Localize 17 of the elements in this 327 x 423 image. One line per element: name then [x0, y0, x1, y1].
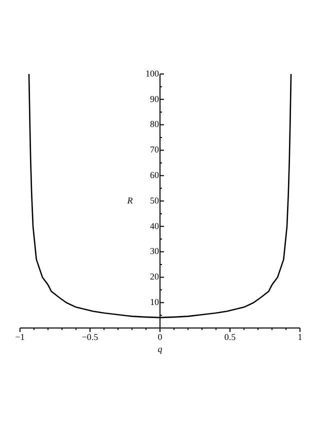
y-tick-label: 70: [150, 144, 160, 155]
x-tick-label: −1: [15, 332, 25, 342]
y-tick-label: 100: [146, 68, 160, 78]
y-tick-label: 30: [150, 246, 160, 256]
x-tick-label: 1: [298, 332, 302, 342]
y-tick-label: 40: [150, 220, 160, 231]
y-axis-title: R: [126, 195, 134, 206]
x-tick-label: −0.5: [82, 332, 99, 342]
y-tick-label: 60: [150, 170, 160, 180]
y-tick-label: 50: [150, 195, 160, 206]
y-tick-label: 80: [150, 119, 160, 130]
x-axis-title: q: [158, 344, 163, 354]
y-tick-label: 20: [150, 272, 160, 282]
x-tick-label: 0.5: [224, 332, 236, 342]
x-tick-label: 0: [158, 332, 163, 342]
y-tick-label: 10: [150, 296, 160, 307]
y-tick-label: 90: [150, 94, 160, 104]
